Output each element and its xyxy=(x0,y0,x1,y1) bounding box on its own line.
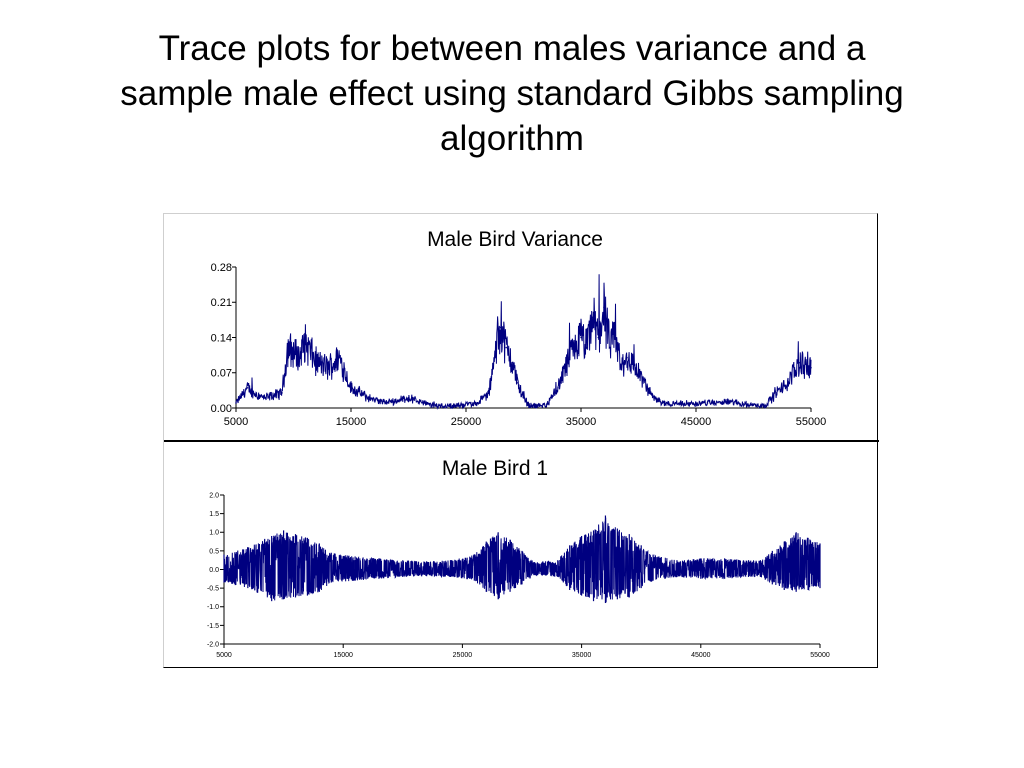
x-tick-label: 55000 xyxy=(796,416,827,428)
y-tick-label: -2.0 xyxy=(207,641,219,648)
variance-trace-point xyxy=(327,366,329,369)
variance-trace-point xyxy=(263,397,266,399)
x-tick-label: 5000 xyxy=(224,416,248,428)
slide-title-line-3: algorithm xyxy=(440,119,584,158)
variance-trace-point xyxy=(384,402,387,404)
panel-divider xyxy=(164,440,879,442)
variance-trace-point xyxy=(286,346,289,349)
variance-trace-point xyxy=(637,371,640,374)
variance-trace-point xyxy=(775,392,778,394)
x-tick-label: 45000 xyxy=(691,652,711,659)
variance-trace-point xyxy=(626,356,628,359)
x-tick-label: 25000 xyxy=(451,416,482,428)
variance-trace-point xyxy=(246,387,249,389)
y-tick-label: 0.5 xyxy=(209,548,219,555)
variance-trace-point xyxy=(528,404,531,407)
y-tick-label: 0.14 xyxy=(211,332,232,344)
x-tick-label: 15000 xyxy=(333,652,353,659)
slide-title-line-1: Trace plots for between males variance a… xyxy=(158,29,866,68)
variance-trace-point xyxy=(620,366,623,369)
y-tick-label: -1.5 xyxy=(207,623,219,630)
trace-plot-figure: Male Bird Variance 0.00 0.07 0.14 0.21 0.28 50… xyxy=(163,213,879,668)
y-tick-label: 0.07 xyxy=(211,368,232,380)
variance-trace-point xyxy=(505,346,508,349)
y-tick-label: 1.0 xyxy=(209,530,219,537)
variance-trace-point xyxy=(568,356,571,359)
y-tick-label: -0.5 xyxy=(207,586,219,593)
variance-trace-point xyxy=(787,382,789,384)
variance-trace-point xyxy=(591,316,594,319)
variance-trace-point xyxy=(614,336,617,339)
y-tick-label: 1.5 xyxy=(209,511,219,518)
slide-title: Trace plots for between males variance a… xyxy=(40,26,984,161)
y-tick-label: -1.0 xyxy=(207,604,219,611)
variance-trace-point xyxy=(608,346,611,349)
x-tick-label: 55000 xyxy=(810,652,830,659)
variance-trace-point xyxy=(557,387,559,389)
slide-title-line-2: sample male effect using standard Gibbs … xyxy=(120,74,904,113)
variance-trace-point xyxy=(534,405,536,407)
y-tick-label: 0.0 xyxy=(209,567,219,574)
variance-trace-point xyxy=(304,341,306,344)
x-tick-label: 45000 xyxy=(681,416,712,428)
variance-trace-point xyxy=(315,361,318,364)
x-tick-label: 15000 xyxy=(336,416,367,428)
x-tick-label: 5000 xyxy=(216,652,232,659)
variance-trace-point xyxy=(430,404,433,407)
variance-trace-line xyxy=(235,274,812,410)
y-tick-label: 0.21 xyxy=(211,297,232,309)
y-tick-label: 0.28 xyxy=(211,262,232,274)
variance-trace-point xyxy=(706,402,709,404)
variance-trace-point xyxy=(545,404,548,406)
variance-trace-point xyxy=(729,401,732,403)
variance-trace-point xyxy=(798,361,801,364)
y-tick-label: 2.0 xyxy=(209,492,219,499)
variance-trace-point xyxy=(281,392,283,394)
variance-trace-point xyxy=(810,366,812,369)
variance-trace-point xyxy=(649,392,651,394)
chart-title: Male Bird Variance xyxy=(427,228,603,251)
variance-trace-point xyxy=(511,361,513,364)
variance-trace-point xyxy=(252,392,255,394)
variance-trace-point xyxy=(516,382,519,384)
variance-trace-point xyxy=(660,402,663,404)
variance-trace-point xyxy=(476,402,479,404)
variance-trace-point xyxy=(580,336,582,339)
variance-trace-point xyxy=(367,397,370,399)
variance-trace-point xyxy=(488,392,490,394)
x-tick-label: 25000 xyxy=(453,652,473,659)
variance-trace-point xyxy=(350,387,352,389)
variance-trace-point xyxy=(338,356,341,359)
variance-trace-point xyxy=(585,346,588,349)
y-tick-label: 0.00 xyxy=(211,403,232,415)
variance-trace-point xyxy=(603,306,605,309)
variance-trace-point xyxy=(298,356,301,359)
variance-trace-point xyxy=(597,336,600,339)
x-tick-label: 35000 xyxy=(566,416,597,428)
variance-trace-point xyxy=(752,404,755,406)
variance-trace-point xyxy=(453,405,456,407)
trace-plots-svg: Male Bird Variance 0.00 0.07 0.14 0.21 0.28 50… xyxy=(207,228,830,659)
variance-trace-point xyxy=(235,402,237,404)
variance-trace-point xyxy=(493,356,496,359)
variance-trace-point xyxy=(764,404,766,407)
variance-trace-point xyxy=(499,326,502,329)
variance-trace-point xyxy=(522,397,525,399)
chart-title: Male Bird 1 xyxy=(442,457,548,480)
x-tick-label: 35000 xyxy=(572,652,592,659)
variance-trace-point xyxy=(407,397,410,399)
variance-trace-point xyxy=(683,403,686,405)
